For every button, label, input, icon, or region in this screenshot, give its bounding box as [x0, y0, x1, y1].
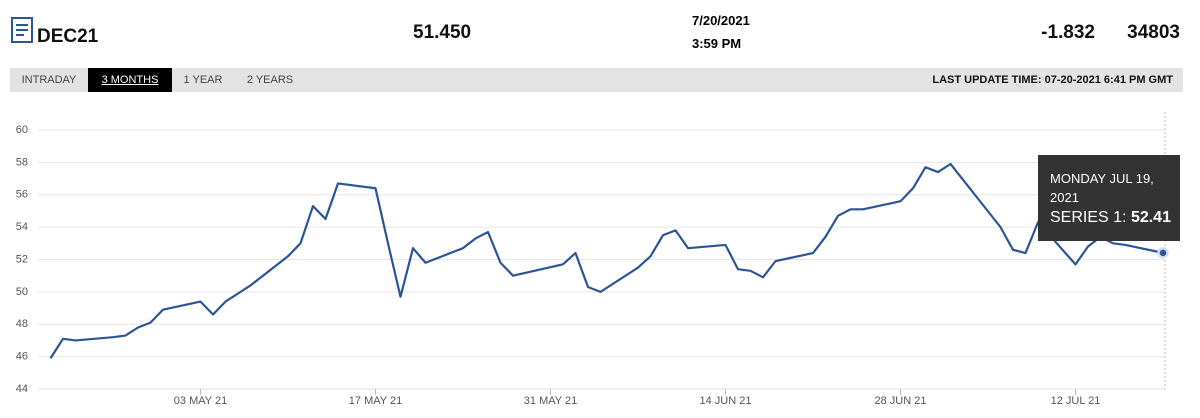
price: 51.450: [413, 22, 472, 43]
y-tick-label: 56: [16, 189, 28, 201]
tooltip: MONDAY JUL 19, 2021 SERIES 1: 52.41: [1038, 155, 1180, 241]
y-tick-label: 50: [16, 286, 28, 298]
tab-bar: INTRADAY 3 MONTHS 1 YEAR 2 YEARS LAST UP…: [10, 68, 1183, 92]
tooltip-value: 52.41: [1130, 209, 1171, 226]
x-tick-label: 31 MAY 21: [524, 395, 577, 407]
change: -1.832: [1041, 22, 1095, 43]
icon: [11, 17, 33, 43]
x-tick-label: 03 MAY 21: [174, 395, 227, 407]
y-tick-label: 52: [16, 253, 28, 265]
y-tick-label: 48: [16, 318, 28, 330]
tab[interactable]: 3 MONTHS: [88, 68, 172, 92]
symbol: DEC21: [37, 26, 99, 47]
tab[interactable]: INTRADAY: [21, 74, 77, 86]
tab[interactable]: 2 YEARS: [246, 74, 294, 86]
time: 3:59 PM: [692, 36, 742, 51]
tab[interactable]: 1 YEAR: [183, 74, 223, 86]
tooltip-label: SERIES 1:: [1050, 209, 1127, 226]
line-series: [49, 162, 1164, 359]
y-tick-label: 46: [16, 351, 28, 363]
update-time: LAST UPDATE TIME: 07-20-2021 6:41 PM GMT: [932, 74, 1173, 86]
y-tick-label: 60: [16, 124, 28, 136]
x-tick-label: 17 MAY 21: [349, 395, 402, 407]
y-tick-label: 58: [16, 156, 28, 168]
y-tick-label: 44: [16, 383, 28, 395]
x-tick-label: 28 JUN 21: [875, 395, 927, 407]
volume: 34803: [1127, 22, 1180, 43]
x-tick-label: 14 JUN 21: [700, 395, 752, 407]
y-tick-label: 54: [16, 221, 28, 233]
tooltip-title: MONDAY JUL 19, 2021: [1050, 171, 1154, 205]
x-tick-label: 12 JUL 21: [1051, 395, 1101, 407]
hover-point: [1157, 247, 1169, 259]
date: 7/20/2021: [692, 13, 750, 28]
